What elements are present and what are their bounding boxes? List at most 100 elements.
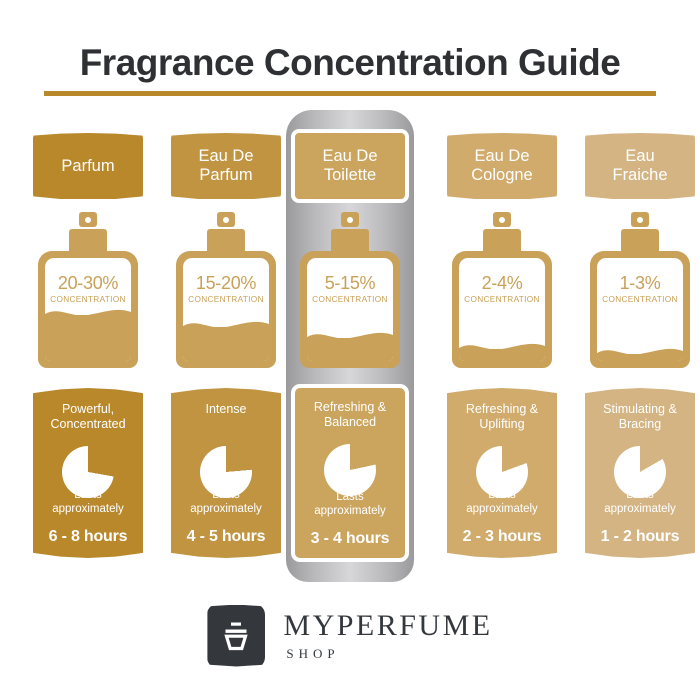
concentration-percent: 15-20% — [195, 273, 257, 293]
profile-card[interactable]: Refreshing & Uplifting Lasts approximately 2… — [447, 388, 557, 558]
duration-hours: 4 - 5 hours — [186, 528, 266, 545]
concentration-label: CONCENTRATION — [50, 294, 126, 304]
category-name-line1: Eau De — [322, 147, 378, 165]
profile-description-line2: Concentrated — [50, 417, 126, 431]
category-name-line2: Fraiche — [612, 166, 668, 184]
lasts-caption-line1: Lasts — [626, 489, 654, 501]
lasts-caption-line2: approximately — [466, 503, 538, 515]
lasts-caption: Lasts approximately — [447, 488, 557, 516]
lasts-caption-line2: approximately — [314, 505, 386, 517]
concentration-percent: 20-30% — [57, 273, 119, 293]
lasts-caption-line1: Lasts — [488, 489, 516, 501]
category-banner[interactable]: Eau De Parfum — [171, 133, 281, 199]
concentration-percent: 2-4% — [481, 273, 523, 293]
title-divider — [44, 91, 656, 96]
liquid-surface — [307, 329, 393, 342]
logo-sub: SHOP — [286, 646, 340, 661]
liquid-fill — [459, 343, 545, 361]
liquid-fill — [597, 348, 683, 361]
sprayer-cap-icon — [79, 212, 97, 227]
column-eau-de-cologne: Eau De Cologne 2-4% CONCENTRATION Refreshing… — [440, 0, 564, 700]
profile-description-line2: Balanced — [323, 415, 377, 429]
concentration-label: CONCENTRATION — [464, 294, 540, 304]
profile-description-line1: Refreshing & — [313, 400, 387, 414]
duration-hours: 2 - 3 hours — [462, 528, 542, 545]
bottle-interior: 15-20% CONCENTRATION — [183, 258, 269, 361]
liquid-surface — [45, 306, 131, 319]
column-parfum: Parfum 20-30% CONCENTRATION Powerful, Concen… — [26, 0, 150, 700]
lasts-caption: Lasts approximately — [171, 488, 281, 516]
bottle-body: 5-15% CONCENTRATION — [300, 251, 400, 368]
sprayer-cap-icon — [217, 212, 235, 227]
longevity-pie-chart — [476, 446, 528, 498]
longevity-pie-chart — [62, 446, 114, 498]
duration-hours: 1 - 2 hours — [600, 528, 680, 545]
lasts-caption-line1: Lasts — [336, 491, 364, 503]
column-eau-fraiche: Eau Fraiche 1-3% CONCENTRATION Stimulating &… — [578, 0, 700, 700]
profile-card[interactable]: Powerful, Concentrated Lasts approximately 6… — [33, 388, 143, 558]
perfume-bottle: 20-30% CONCENTRATION — [38, 212, 138, 368]
profile-card[interactable]: Intense Lasts approximately 4 - 5 hours — [171, 388, 281, 558]
profile-description-line2: Uplifting — [479, 417, 525, 431]
logo-badge — [207, 604, 266, 667]
perfume-bottle: 5-15% CONCENTRATION — [300, 212, 400, 368]
profile-description-line1: Intense — [205, 402, 247, 416]
duration-hours: 3 - 4 hours — [310, 530, 390, 547]
sprayer-cap-icon — [493, 212, 511, 227]
brand-logo: MYPERFUME SHOP — [0, 598, 700, 673]
profile-description: Intense — [171, 402, 281, 417]
bottle-collar — [331, 229, 369, 251]
profile-card[interactable]: Stimulating & Bracing Lasts approximately 1 … — [585, 388, 695, 558]
logo-brand: MYPERFUME — [283, 609, 493, 642]
perfume-bottle: 2-4% CONCENTRATION — [452, 212, 552, 368]
liquid-fill — [307, 332, 393, 361]
sprayer-cap-icon — [631, 212, 649, 227]
category-name-line2: Toilette — [323, 166, 377, 184]
bottle-body: 1-3% CONCENTRATION — [590, 251, 690, 368]
duration-hours: 6 - 8 hours — [48, 528, 128, 545]
bottle-interior: 20-30% CONCENTRATION — [45, 258, 131, 361]
category-banner[interactable]: Parfum — [33, 133, 143, 199]
lasts-caption-line2: approximately — [190, 503, 262, 515]
longevity-pie-chart — [614, 446, 666, 498]
category-name-line1: Eau — [625, 147, 655, 165]
profile-description: Refreshing & Uplifting — [447, 402, 557, 432]
longevity-pie-chart — [324, 444, 376, 496]
bottle-interior: 1-3% CONCENTRATION — [597, 258, 683, 361]
lasts-caption-line2: approximately — [604, 503, 676, 515]
sprayer-cap-icon — [341, 212, 359, 227]
bottle-interior: 5-15% CONCENTRATION — [307, 258, 393, 361]
bottle-body: 20-30% CONCENTRATION — [38, 251, 138, 368]
category-banner[interactable]: Eau Fraiche — [585, 133, 695, 199]
bottle-collar — [483, 229, 521, 251]
profile-description-line1: Stimulating & — [603, 402, 677, 416]
lasts-caption: Lasts approximately — [295, 490, 405, 518]
liquid-surface — [459, 340, 545, 353]
category-name-line1: Eau De — [474, 147, 530, 165]
profile-description-line1: Refreshing & — [465, 402, 539, 416]
bottle-body: 2-4% CONCENTRATION — [452, 251, 552, 368]
lasts-caption: Lasts approximately — [585, 488, 695, 516]
bottle-body: 15-20% CONCENTRATION — [176, 251, 276, 368]
lasts-caption-line1: Lasts — [74, 489, 102, 501]
lasts-caption: Lasts approximately — [33, 488, 143, 516]
bottle-collar — [621, 229, 659, 251]
category-banner[interactable]: Eau De Cologne — [447, 133, 557, 199]
column-eau-de-parfum: Eau De Parfum 15-20% CONCENTRATION Intense La… — [164, 0, 288, 700]
bottle-interior: 2-4% CONCENTRATION — [459, 258, 545, 361]
profile-card[interactable]: Refreshing & Balanced Lasts approximately 3 … — [291, 384, 409, 562]
concentration-label: CONCENTRATION — [188, 294, 264, 304]
profile-description-line2: Bracing — [618, 417, 662, 431]
category-banner[interactable]: Eau De Toilette — [291, 129, 409, 203]
liquid-surface — [597, 345, 683, 358]
profile-description: Refreshing & Balanced — [295, 400, 405, 430]
concentration-label: CONCENTRATION — [602, 294, 678, 304]
profile-description: Stimulating & Bracing — [585, 402, 695, 432]
concentration-percent: 1-3% — [619, 273, 661, 293]
lasts-caption-line2: approximately — [52, 503, 124, 515]
category-name-line1: Parfum — [61, 156, 115, 175]
perfume-bottle: 15-20% CONCENTRATION — [176, 212, 276, 368]
concentration-percent: 5-15% — [324, 273, 376, 293]
liquid-surface — [183, 318, 269, 331]
